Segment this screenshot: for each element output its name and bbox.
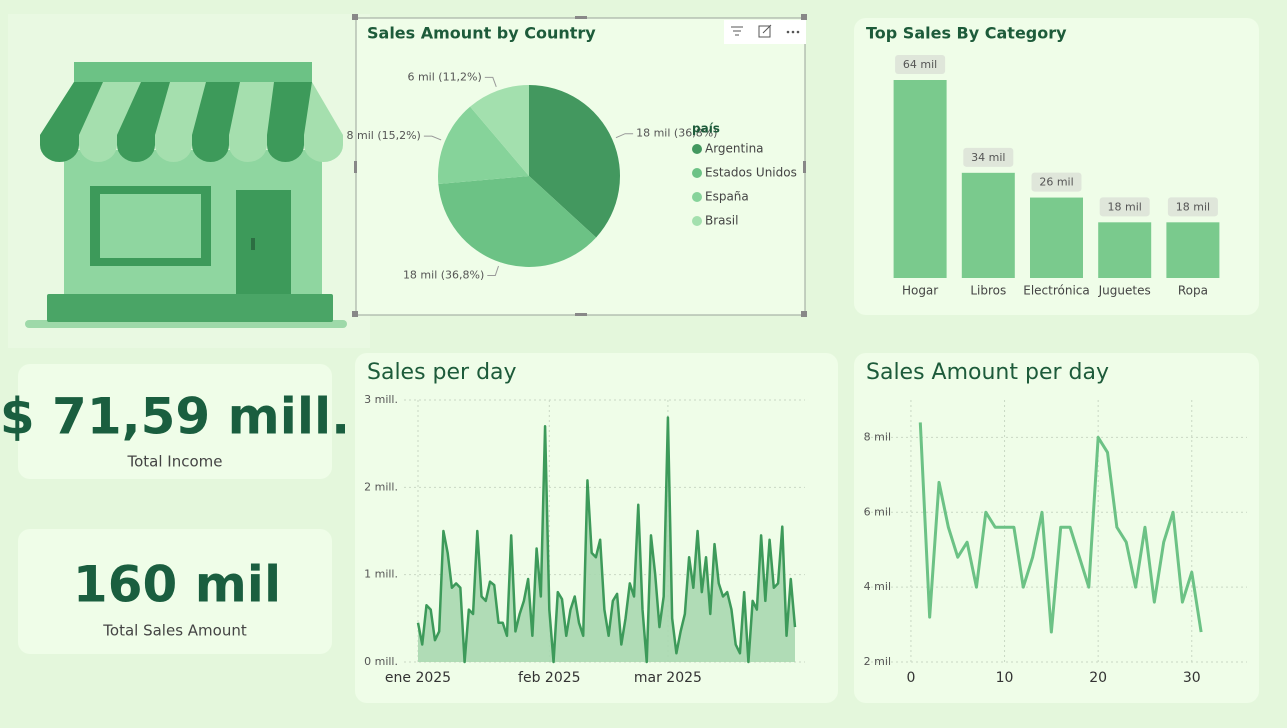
data-label: 18 mil xyxy=(1108,200,1142,213)
chart-title: Sales Amount per day xyxy=(866,360,1109,385)
y-tick-label: 0 mill. xyxy=(364,655,398,668)
legend-title: país xyxy=(692,122,720,136)
door xyxy=(236,190,291,296)
data-label-bg xyxy=(963,147,1014,167)
data-label: 64 mil xyxy=(903,58,937,71)
legend-marker xyxy=(692,144,702,154)
bar xyxy=(1098,222,1152,278)
data-label-bg xyxy=(1167,197,1218,217)
x-tick-label: 30 xyxy=(1183,670,1201,686)
x-tick-label: mar 2025 xyxy=(634,670,702,686)
awning-scallops-dark xyxy=(40,135,304,163)
bar xyxy=(893,80,947,278)
data-label-bg xyxy=(1031,172,1082,192)
pie-slice xyxy=(438,176,597,268)
more-button[interactable] xyxy=(782,21,804,43)
legend-label: Estados Unidos xyxy=(705,166,797,180)
x-tick-label: feb 2025 xyxy=(518,670,581,686)
x-tick-label: Electrónica xyxy=(1023,284,1090,298)
legend-marker xyxy=(692,216,702,226)
legend-label: Brasil xyxy=(705,214,738,228)
awning xyxy=(40,82,343,135)
leader-line xyxy=(484,76,497,87)
filter-button[interactable] xyxy=(726,21,748,43)
focus-button[interactable] xyxy=(754,21,776,43)
legend-label: Argentina xyxy=(705,142,764,156)
data-label: 18 mil xyxy=(1176,200,1210,213)
awning-scallops-light xyxy=(79,135,343,163)
data-label: 34 mil xyxy=(971,151,1005,164)
x-tick-label: 20 xyxy=(1089,670,1107,686)
y-tick-label: 2 mill. xyxy=(364,480,398,493)
bar xyxy=(1030,197,1083,278)
x-tick-label: 10 xyxy=(996,670,1014,686)
x-tick-label: Hogar xyxy=(902,284,938,298)
area xyxy=(418,417,795,662)
data-label: 8 mil (15,2%) xyxy=(347,129,421,142)
bar xyxy=(961,172,1015,278)
bar-panel xyxy=(854,18,1259,315)
leader-line xyxy=(423,135,442,141)
x-tick-label: 0 xyxy=(906,670,915,686)
data-label: 26 mil xyxy=(1039,176,1073,189)
chart-title: Sales Amount by Country xyxy=(367,24,596,43)
data-label-bg xyxy=(895,55,946,74)
pie-slice xyxy=(529,85,621,238)
y-tick-label: 4 mil xyxy=(864,580,891,593)
store-illustration xyxy=(8,14,370,348)
x-tick-label: Juguetes xyxy=(1098,284,1151,298)
card-value: 160 mil xyxy=(73,556,281,614)
x-tick-label: Libros xyxy=(970,284,1006,298)
window xyxy=(100,194,201,258)
pie-slice xyxy=(438,106,529,184)
y-tick-label: 1 mill. xyxy=(364,568,398,581)
data-label: 6 mil (11,2%) xyxy=(407,70,481,83)
awning-stripes xyxy=(40,82,312,135)
y-tick-label: 3 mill. xyxy=(364,393,398,406)
leader-line xyxy=(615,133,634,139)
legend-label: España xyxy=(705,190,749,204)
line-panel xyxy=(854,353,1259,703)
x-tick-label: ene 2025 xyxy=(385,670,451,686)
y-tick-label: 2 mil xyxy=(864,655,891,668)
card-label: Total Income xyxy=(127,453,223,471)
line xyxy=(416,416,797,664)
x-tick-label: Ropa xyxy=(1178,284,1208,298)
card xyxy=(18,529,332,654)
chart-title: Sales per day xyxy=(367,360,517,385)
card-label: Total Sales Amount xyxy=(102,622,247,640)
awning-top xyxy=(74,62,312,82)
line xyxy=(918,422,1203,634)
bar xyxy=(1166,222,1220,278)
selection-handles xyxy=(352,14,807,317)
data-label: 18 mil (36,8%) xyxy=(403,268,484,281)
base xyxy=(47,294,333,322)
card xyxy=(18,364,332,479)
legend-marker xyxy=(692,168,702,178)
y-tick-label: 8 mil xyxy=(864,430,891,443)
pie-slice xyxy=(470,85,529,176)
leader-line xyxy=(487,265,499,276)
data-label: 18 mil (36,8%) xyxy=(636,127,717,140)
door-handle xyxy=(251,238,255,250)
card-value: $ 71,59 mill. xyxy=(0,388,350,446)
y-tick-label: 6 mil xyxy=(864,505,891,518)
legend-marker xyxy=(692,192,702,202)
chart-title: Top Sales By Category xyxy=(866,24,1067,43)
data-label-bg xyxy=(1099,197,1150,217)
